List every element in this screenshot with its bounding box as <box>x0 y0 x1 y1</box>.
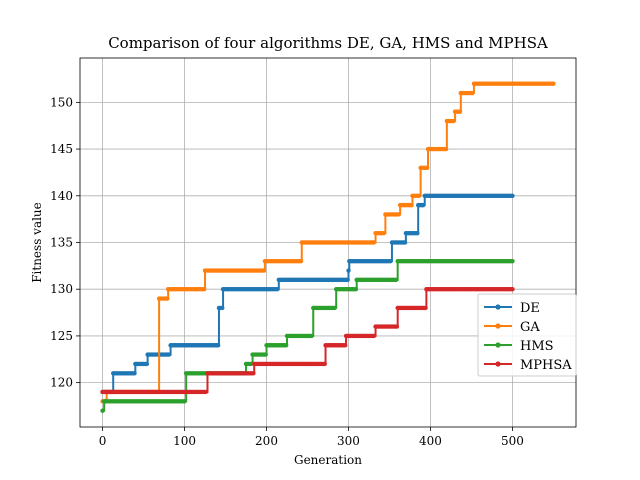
data-point <box>298 258 304 264</box>
data-point <box>203 389 209 395</box>
data-point <box>251 371 256 376</box>
data-point <box>261 268 267 273</box>
ticks: 0 100 200 300 400 500 120 125 130 135 140 145 150 <box>50 95 524 448</box>
data-point <box>420 202 426 208</box>
legend-label: MPHSA <box>520 358 572 373</box>
data-point <box>144 361 150 367</box>
legend-marker <box>495 304 501 310</box>
data-point <box>215 343 221 348</box>
x-tick-label: 200 <box>255 434 278 448</box>
y-tick-label: 120 <box>50 376 73 390</box>
data-point <box>166 352 172 357</box>
y-tick-label: 150 <box>50 95 73 109</box>
data-point <box>510 287 515 292</box>
data-point <box>416 193 422 198</box>
legend-label: HMS <box>520 339 554 354</box>
data-point <box>353 287 359 292</box>
legend-label: GA <box>520 320 540 335</box>
data-point <box>381 230 386 236</box>
data-point <box>457 109 463 114</box>
data-point <box>220 305 225 311</box>
x-tick-label: 100 <box>173 434 196 448</box>
data-point <box>393 277 399 283</box>
x-axis-label: Generation <box>294 453 362 467</box>
data-point <box>165 296 170 301</box>
data-point <box>415 230 420 236</box>
series-layer <box>100 81 556 413</box>
data-point <box>510 258 515 264</box>
data-point <box>248 361 254 367</box>
x-tick-label: 400 <box>419 434 442 448</box>
data-point <box>425 165 430 170</box>
data-point <box>409 202 414 208</box>
data-point <box>396 212 401 217</box>
series-markers <box>100 258 515 413</box>
y-tick-label: 130 <box>50 282 73 296</box>
series-mphsa <box>100 287 515 395</box>
data-point <box>394 324 400 329</box>
data-point <box>322 361 327 367</box>
data-point <box>202 287 207 292</box>
data-point <box>470 90 475 96</box>
x-tick-label: 500 <box>501 434 524 448</box>
data-point <box>100 408 105 413</box>
x-tick-label: 0 <box>99 434 107 448</box>
y-tick-label: 125 <box>50 329 73 343</box>
data-point <box>402 240 408 245</box>
data-point <box>182 399 187 404</box>
data-point <box>388 258 393 264</box>
data-point <box>263 352 268 357</box>
data-point <box>332 305 337 311</box>
data-point <box>510 193 515 198</box>
data-point <box>451 118 456 124</box>
data-point <box>551 81 556 86</box>
data-point <box>283 343 289 348</box>
legend-marker <box>495 323 501 329</box>
data-point <box>423 305 428 311</box>
legend: DE GA HMS MPHSA <box>477 293 577 377</box>
data-point <box>274 287 280 292</box>
data-point <box>345 277 350 283</box>
y-tick-label: 145 <box>50 142 73 156</box>
chart-title: Comparison of four algorithms DE, GA, HM… <box>108 34 548 52</box>
data-point <box>443 146 449 152</box>
grid <box>80 58 576 427</box>
data-point <box>371 240 377 245</box>
data-point <box>371 333 377 339</box>
legend-label: DE <box>520 301 540 316</box>
series-hms <box>100 258 515 413</box>
data-point <box>343 343 348 348</box>
legend-marker <box>495 361 501 367</box>
legend-marker <box>495 342 501 348</box>
y-tick-label: 140 <box>50 189 73 203</box>
x-tick-label: 300 <box>337 434 360 448</box>
data-point <box>309 333 314 339</box>
y-axis-label: Fitness value <box>30 202 44 283</box>
legend-box <box>477 293 577 377</box>
y-tick-label: 135 <box>50 236 73 250</box>
series-markers <box>100 287 515 395</box>
data-point <box>346 268 351 273</box>
data-point <box>132 371 137 376</box>
